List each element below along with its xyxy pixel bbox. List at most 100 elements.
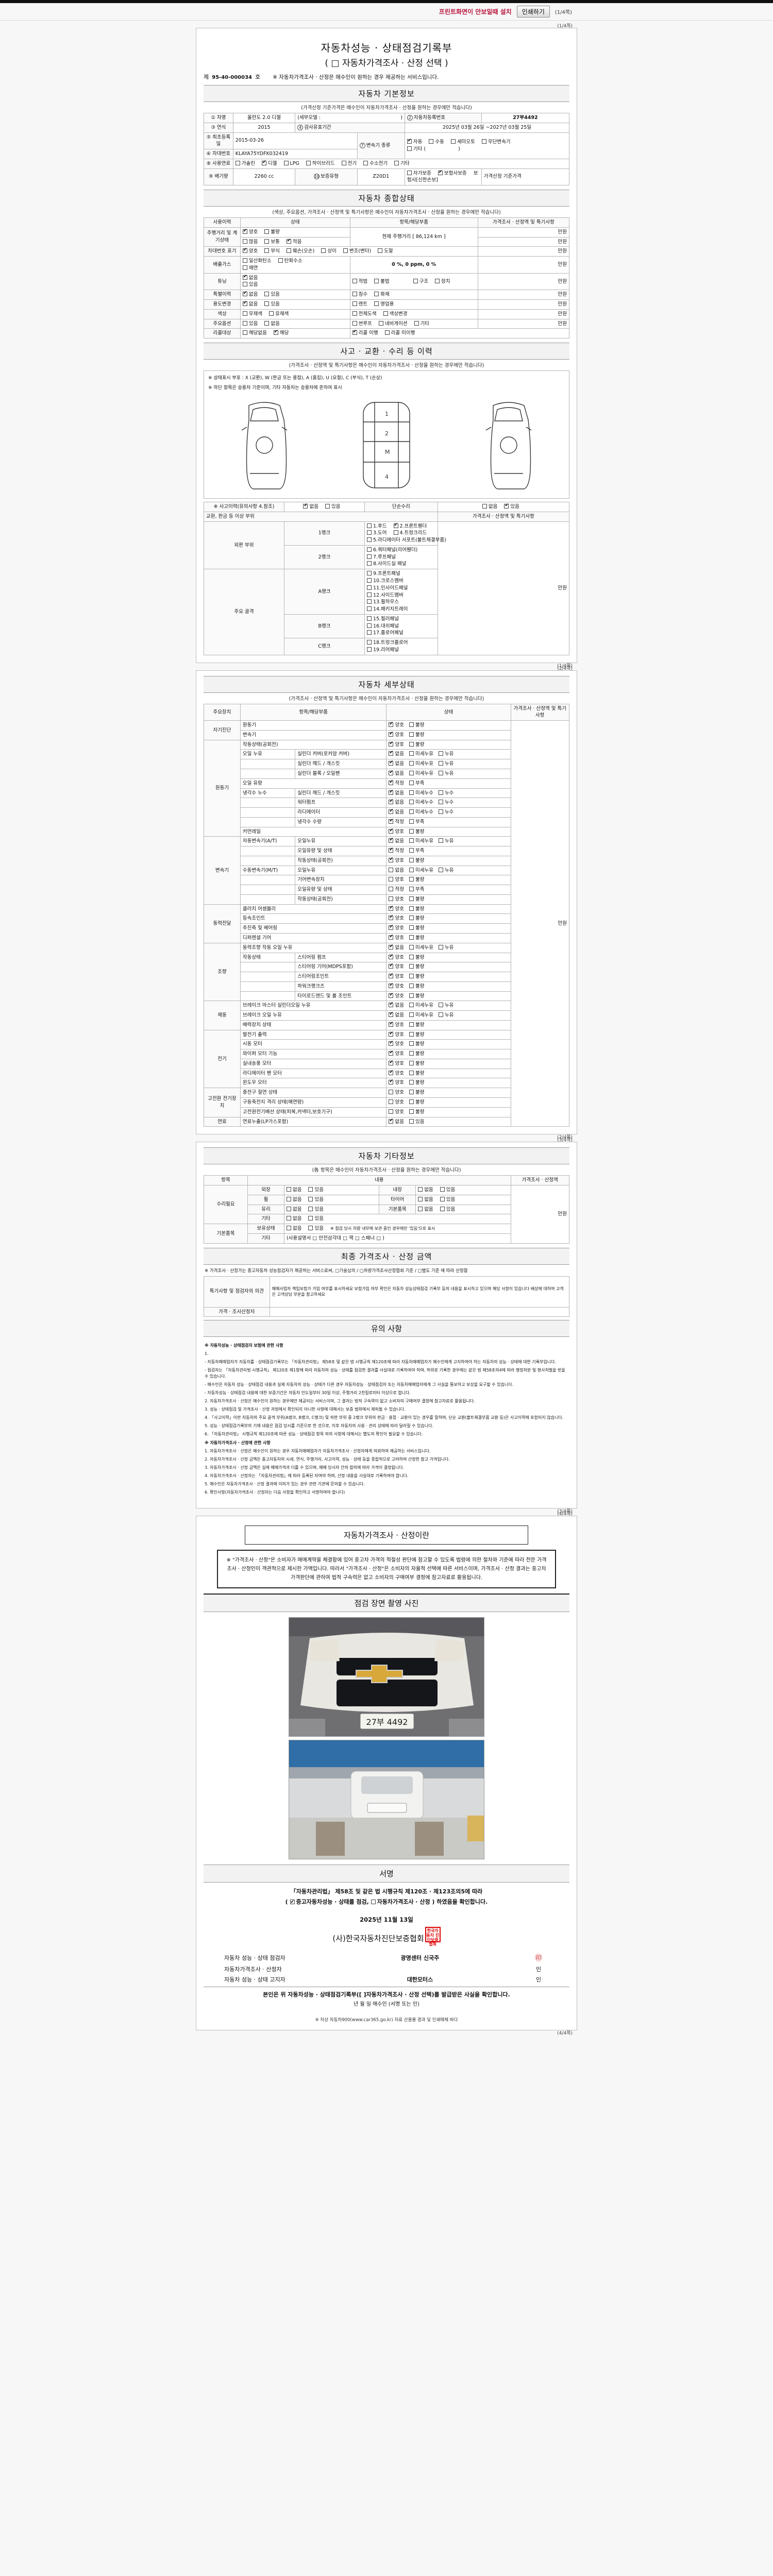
condition-opt-누수[interactable]: 누수 [438,799,453,806]
condition-opt-미세누수[interactable]: 미세누수 [409,809,433,816]
options-opt-none[interactable]: 없음 [264,320,280,328]
condition-opt-누유[interactable]: 누유 [438,770,453,777]
condition-opt-누수[interactable]: 누수 [438,790,453,797]
condition-opt-적정[interactable]: 적정 [389,886,404,893]
vin-opt-altered[interactable]: 변조(변타) [343,248,371,255]
trans-opt-other[interactable]: 기타 ( ) [407,146,460,153]
condition-opt-없음[interactable]: 없음 [389,837,404,845]
condition-opt-없음[interactable]: 없음 [389,759,404,768]
condition-opt-미세누유[interactable]: 미세누유 [409,751,433,758]
condition-opt-누유[interactable]: 누유 [438,760,453,768]
vin-opt-erased[interactable]: 도말 [378,248,393,255]
condition-opt-불량[interactable]: 불량 [409,1070,424,1077]
tuning-opt-legal[interactable]: 적법 [352,278,367,285]
condition-opt-없음[interactable]: 없음 [389,769,404,777]
hold-opt-yes[interactable]: 있음 [308,1225,324,1232]
condition-opt-양호[interactable]: 양호 [389,876,404,884]
condition-opt-부족[interactable]: 부족 [409,780,424,787]
basicitem-opt-none[interactable]: 없음 [418,1206,433,1213]
condition-opt-양호[interactable]: 양호 [389,1089,404,1096]
condition-opt-불량[interactable]: 불량 [409,1079,424,1087]
condition-opt-부족[interactable]: 부족 [409,886,424,893]
condition-opt-불량[interactable]: 불량 [409,973,424,980]
part-trunk-lid[interactable]: 4.트렁크리드 [393,530,427,537]
condition-opt-누유[interactable]: 누유 [438,1012,453,1019]
condition-opt-미세누유[interactable]: 미세누유 [409,944,433,952]
special-opt-fire[interactable]: 화재 [374,291,390,298]
hold-opt-none[interactable]: 없음 [286,1225,301,1232]
condition-opt-부족[interactable]: 부족 [409,848,424,855]
condition-opt-미세누유[interactable]: 미세누유 [409,760,433,768]
simple-opt-yes[interactable]: 있음 [504,502,519,511]
condition-opt-양호[interactable]: 양호 [389,1030,404,1039]
part-roof-panel[interactable]: 7.루프패널 [366,554,396,561]
condition-opt-미세누유[interactable]: 미세누유 [409,1002,433,1009]
emission-opt-co[interactable]: 일산화탄소 [242,258,272,265]
usechange-opt-commercial[interactable]: 영업용 [374,301,394,308]
condition-opt-양호[interactable]: 양호 [389,721,404,729]
fuel-opt-hydrogen[interactable]: 수소전기 [363,160,388,167]
mileage-opt-bad[interactable]: 불량 [264,229,280,236]
tire-opt-yes[interactable]: 있음 [440,1196,455,1204]
part-trunk-floor[interactable]: 18.트렁크플로어 [366,639,408,647]
condition-opt-불량[interactable]: 불량 [409,983,424,990]
condition-opt-불량[interactable]: 불량 [409,732,424,739]
recall-opt-na[interactable]: 해당없음 [242,330,267,337]
condition-opt-미세누수[interactable]: 미세누수 [409,799,433,806]
condition-opt-누유[interactable]: 누유 [438,944,453,952]
part-package-tray[interactable]: 14.패키지트레이 [366,606,408,613]
otherrepair-opt-none[interactable]: 없음 [286,1215,301,1223]
color-opt-chromatic[interactable]: 유채색 [269,311,289,318]
fuel-opt-gasoline[interactable]: 가솔린 [235,160,255,167]
condition-opt-불량[interactable]: 불량 [409,828,424,836]
condition-opt-없음[interactable]: 없음 [389,798,404,806]
condition-opt-불량[interactable]: 불량 [409,1031,424,1039]
condition-opt-미세누유[interactable]: 미세누유 [409,867,433,874]
condition-opt-불량[interactable]: 불량 [409,1050,424,1058]
trans-opt-auto[interactable]: 자동 [407,138,422,146]
fuel-opt-diesel[interactable]: 디젤 [261,159,277,167]
condition-opt-양호[interactable]: 양호 [389,1099,404,1106]
tuning-opt-structure[interactable]: 구조 [413,278,428,285]
fuel-opt-other[interactable]: 기타 [394,160,410,167]
options-opt-yes[interactable]: 있음 [242,320,258,328]
condition-opt-불량[interactable]: 불량 [409,1099,424,1106]
condition-opt-없음[interactable]: 없음 [389,943,404,952]
condition-opt-누유[interactable]: 누유 [438,838,453,845]
vin-opt-different[interactable]: 상이 [321,248,337,255]
special-opt-flood[interactable]: 침수 [352,291,367,298]
int-opt-yes[interactable]: 있음 [440,1187,455,1194]
warranty-opt-insurer[interactable]: 보험사보증 [438,169,467,177]
part-front-fender[interactable]: 2.프론트휀더 [393,522,427,530]
condition-opt-양호[interactable]: 양호 [389,953,404,961]
condition-opt-불량[interactable]: 불량 [409,993,424,1000]
gauge-opt-many[interactable]: 많음 [242,239,258,246]
recall-opt-applicable[interactable]: 해당 [273,329,289,337]
color-opt-achromatic[interactable]: 무채색 [242,311,262,318]
condition-opt-적정[interactable]: 적정 [389,818,404,826]
vin-opt-damage[interactable]: 훼손(오손) [286,248,314,255]
condition-opt-양호[interactable]: 양호 [389,972,404,980]
condition-opt-양호[interactable]: 양호 [389,914,404,922]
condition-opt-양호[interactable]: 양호 [389,856,404,865]
condition-opt-양호[interactable]: 양호 [389,924,404,932]
condition-opt-미세누유[interactable]: 미세누유 [409,770,433,777]
int-opt-none[interactable]: 없음 [418,1187,433,1194]
part-cross-member[interactable]: 10.크로스멤버 [366,578,404,585]
condition-opt-누수[interactable]: 누수 [438,809,453,816]
condition-opt-양호[interactable]: 양호 [389,934,404,942]
condition-opt-적정[interactable]: 적정 [389,779,404,787]
trans-opt-cvt[interactable]: 무단변속기 [481,139,511,146]
condition-opt-양호[interactable]: 양호 [389,1069,404,1077]
condition-opt-불량[interactable]: 불량 [409,857,424,865]
condition-opt-누유[interactable]: 누유 [438,751,453,758]
condition-opt-양호[interactable]: 양호 [389,1109,404,1116]
special-opt-yes[interactable]: 있음 [264,291,280,298]
condition-opt-부족[interactable]: 부족 [409,819,424,826]
condition-opt-양호[interactable]: 양호 [389,896,404,903]
condition-opt-양호[interactable]: 양호 [389,827,404,836]
condition-opt-불량[interactable]: 불량 [409,954,424,961]
condition-opt-불량[interactable]: 불량 [409,876,424,884]
part-side-sill-panel[interactable]: 8.사이드실 패널 [366,561,406,568]
recall-opt-notdone[interactable]: 리콜 미이행 [384,330,415,337]
